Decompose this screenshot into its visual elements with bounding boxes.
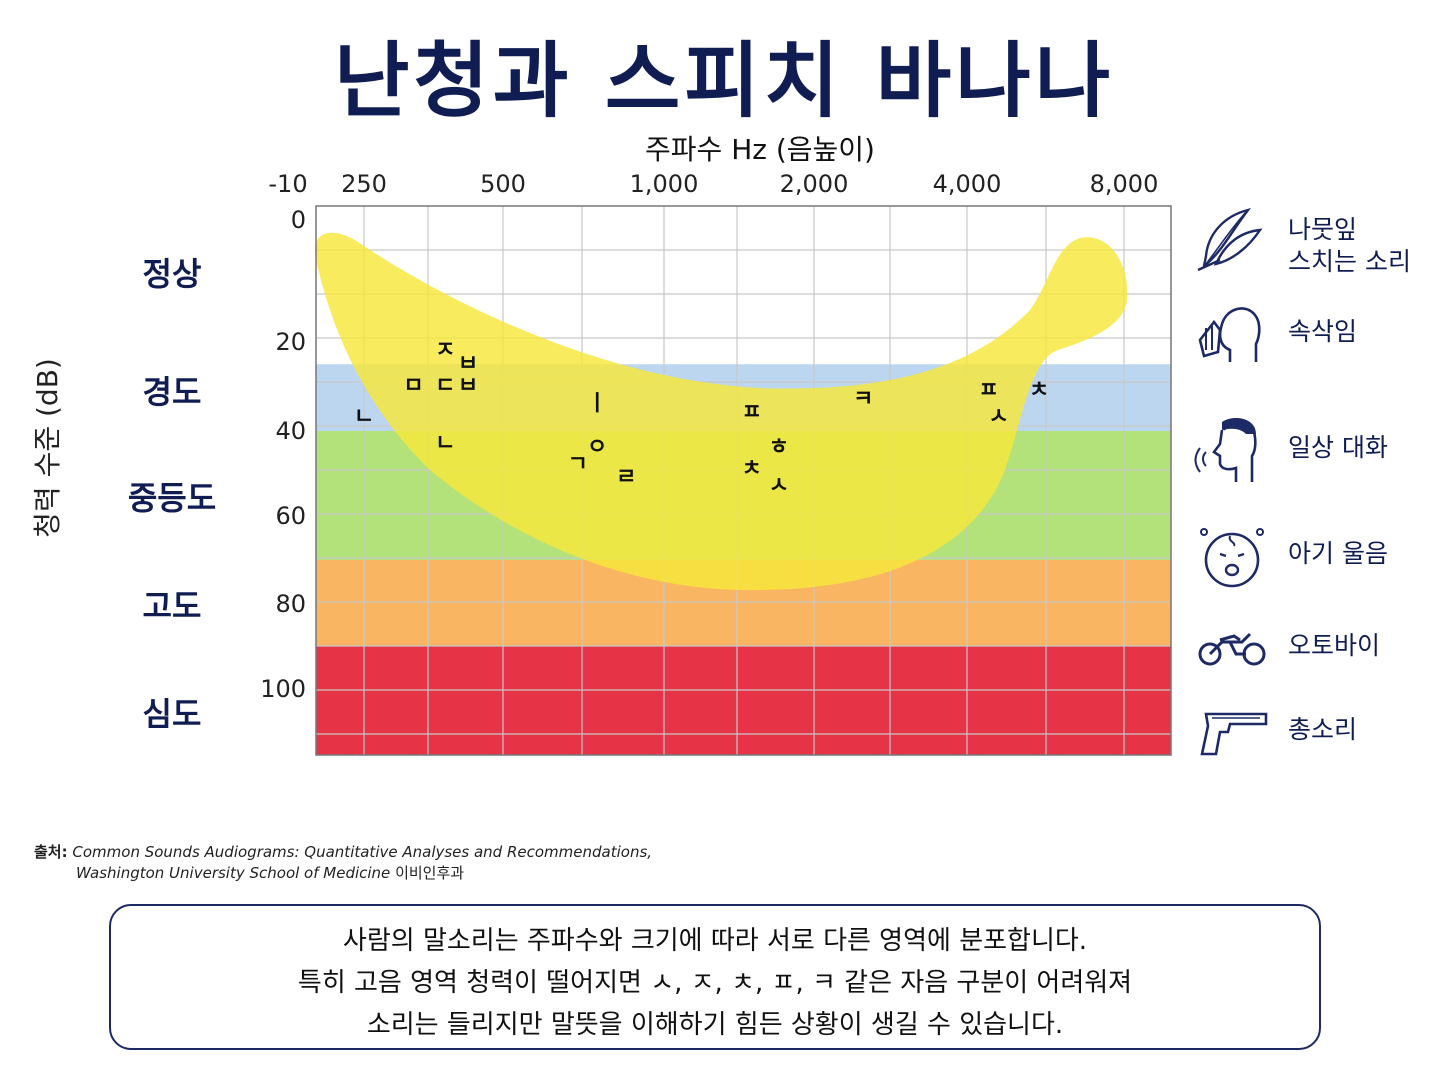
source-line1: Common Sounds Audiograms: Quantitative A… xyxy=(72,843,653,861)
phoneme-label: ㄴ xyxy=(354,405,374,430)
phoneme-label: ㅍ xyxy=(742,400,762,425)
phoneme-label: ㅊ xyxy=(742,456,762,481)
motorcycle-icon xyxy=(1198,632,1266,666)
x-tick-label: -10 xyxy=(268,170,308,198)
phoneme-label: ㄹ xyxy=(616,465,636,490)
notice-box: 사람의 말소리는 주파수와 크기에 따라 서로 다른 영역에 분포합니다. 특히… xyxy=(109,904,1321,1050)
phoneme-label: ㅋ xyxy=(853,387,873,412)
crying-baby-icon xyxy=(1200,528,1264,588)
source-line2-suffix: 이비인후과 xyxy=(390,864,465,882)
x-tick-label: 250 xyxy=(341,170,387,198)
legend-item-gunshot: 총소리 xyxy=(1190,700,1430,780)
phoneme-label: ㅣ xyxy=(587,391,607,416)
y-tick-label: 60 xyxy=(275,502,306,530)
legend-label: 일상 대화 xyxy=(1288,433,1388,462)
phoneme-label: ㅍ xyxy=(978,378,998,403)
phoneme-label: ㄱ xyxy=(568,452,588,477)
leaf-icon xyxy=(1197,208,1263,272)
legend-label: 아기 울음 xyxy=(1288,539,1388,568)
legend-label: 오토바이 xyxy=(1288,631,1381,660)
phoneme-label: ㅎ xyxy=(769,435,789,460)
x-tick-label: 8,000 xyxy=(1089,170,1159,198)
x-tick-label: 2,000 xyxy=(779,170,849,198)
y-tick-label: 0 xyxy=(290,206,306,234)
legend-item-whisper: 속삭임 xyxy=(1190,300,1430,380)
phoneme-label: ㅅ xyxy=(769,473,789,498)
notice-line: 소리는 들리지만 말뜻을 이해하기 힘든 상황이 생길 수 있습니다. xyxy=(366,1010,1064,1040)
phoneme-label: ㅊ xyxy=(1029,378,1049,403)
notice-line: 사람의 말소리는 주파수와 크기에 따라 서로 다른 영역에 분포합니다. xyxy=(342,926,1088,956)
x-tick-label: 500 xyxy=(480,170,526,198)
grade-label-profound: 심도 xyxy=(142,695,202,733)
x-axis-title: 주파수 Hz (음높이) xyxy=(645,133,875,166)
legend-label: 총소리 xyxy=(1288,715,1358,744)
y-tick-label: 20 xyxy=(275,328,306,356)
source-line2: Washington University School of Medicine xyxy=(76,864,391,882)
legend-item-baby-cry: 아기 울음 xyxy=(1190,522,1430,602)
phoneme-label: ㅁ xyxy=(403,374,423,399)
legend-label: 나뭇잎 스치는 소리 xyxy=(1288,215,1411,276)
phoneme-label: ㅂ xyxy=(458,374,478,399)
legend-item-conversation: 일상 대화 xyxy=(1190,416,1430,496)
phoneme-label: ㅅ xyxy=(989,405,1009,430)
x-tick-label: 4,000 xyxy=(932,170,1002,198)
legend-item-motorcycle: 오토바이 xyxy=(1190,614,1430,694)
whisper-icon xyxy=(1198,307,1261,362)
gun-icon xyxy=(1200,712,1268,756)
source-citation: 출처: Common Sounds Audiograms: Quantitati… xyxy=(34,842,652,884)
grade-label-mild: 경도 xyxy=(142,373,202,411)
phoneme-label: ㅂ xyxy=(458,351,478,376)
phoneme-label: ㅈ xyxy=(435,338,455,363)
phoneme-label: ㄴ xyxy=(435,431,455,456)
notice-line: 특히 고음 영역 청력이 떨어지면 ㅅ, ㅈ, ㅊ, ㅍ, ㅋ 같은 자음 구분… xyxy=(297,968,1133,998)
phoneme-label: ㅇ xyxy=(587,435,607,460)
legend-label: 속삭임 xyxy=(1288,317,1358,346)
grade-label-severe: 고도 xyxy=(142,587,202,625)
page-title: 난청과 스피치 바나나 xyxy=(333,34,1115,129)
severity-band xyxy=(316,646,1171,755)
conversation-icon xyxy=(1194,418,1257,482)
source-prefix: 출처: xyxy=(34,843,68,861)
x-tick-label: 1,000 xyxy=(629,170,699,198)
grade-label-normal: 정상 xyxy=(142,255,202,293)
legend-item-leaves: 나뭇잎 스치는 소리 xyxy=(1190,204,1430,284)
speech-banana-area xyxy=(314,232,1128,591)
phoneme-label: ㄷ xyxy=(435,374,455,399)
y-tick-label: 100 xyxy=(260,675,306,703)
grade-label-moderate: 중등도 xyxy=(127,479,217,517)
y-tick-label: 40 xyxy=(275,417,306,445)
y-tick-label: 80 xyxy=(275,590,306,618)
